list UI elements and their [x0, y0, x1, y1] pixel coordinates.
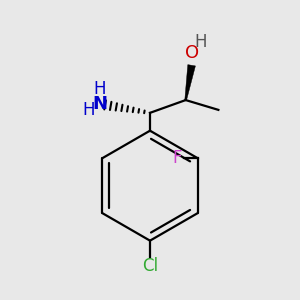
Text: H: H [94, 80, 106, 98]
Text: H: H [83, 101, 95, 119]
Polygon shape [185, 64, 195, 100]
Text: N: N [92, 95, 107, 113]
Text: F: F [172, 149, 182, 167]
Text: O: O [184, 44, 199, 62]
Text: Cl: Cl [142, 257, 158, 275]
Text: H: H [194, 32, 207, 50]
